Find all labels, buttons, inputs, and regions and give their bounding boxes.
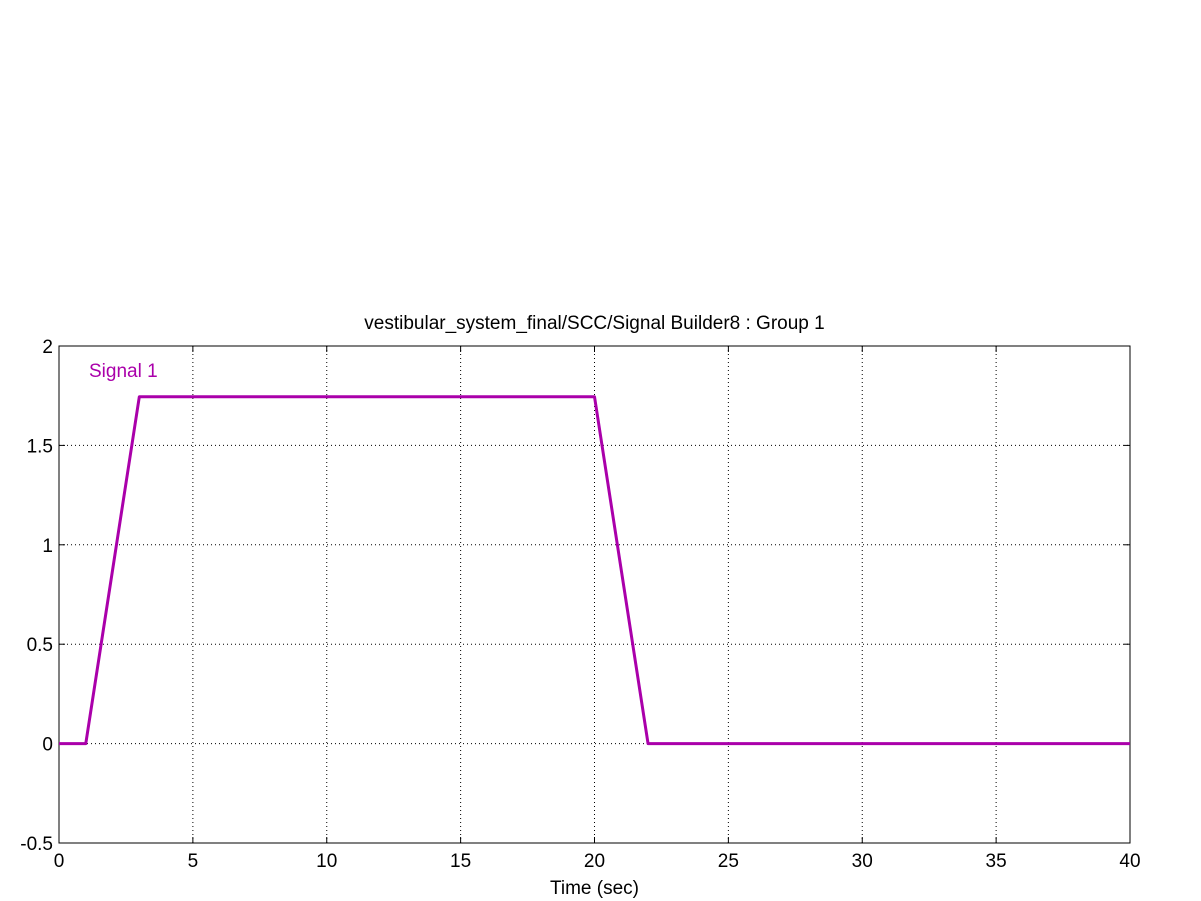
- series-label-signal-1: Signal 1: [89, 361, 158, 382]
- y-tick-label: 0.5: [27, 635, 53, 656]
- x-tick-label: 30: [852, 851, 873, 872]
- x-tick-label: 0: [54, 851, 65, 872]
- y-tick-label: 1: [42, 536, 53, 557]
- x-tick-label: 35: [986, 851, 1007, 872]
- axis-ticks: [58, 345, 1131, 844]
- x-tick-label: 15: [450, 851, 471, 872]
- plot-area: 0 5 10 15 20 25 30 35 40-0.500.511.52: [20, 337, 1140, 872]
- x-tick-label: 5: [188, 851, 199, 872]
- x-tick-label: 25: [718, 851, 739, 872]
- series-line-1: [59, 395, 1130, 746]
- y-tick-label: 1.5: [27, 436, 53, 457]
- chart-title: vestibular_system_final/SCC/Signal Build…: [364, 313, 824, 334]
- y-tick-label: -0.5: [20, 834, 53, 855]
- x-tick-label: 10: [316, 851, 337, 872]
- y-tick-label: 2: [42, 337, 53, 358]
- y-tick-label: 0: [42, 735, 53, 756]
- series-lines: [59, 395, 1130, 746]
- x-tick-label: 20: [584, 851, 605, 872]
- tick-labels: 0 5 10 15 20 25 30 35 40-0.500.511.52: [20, 337, 1140, 872]
- x-axis-label: Time (sec): [550, 878, 639, 899]
- x-tick-label: 40: [1119, 851, 1140, 872]
